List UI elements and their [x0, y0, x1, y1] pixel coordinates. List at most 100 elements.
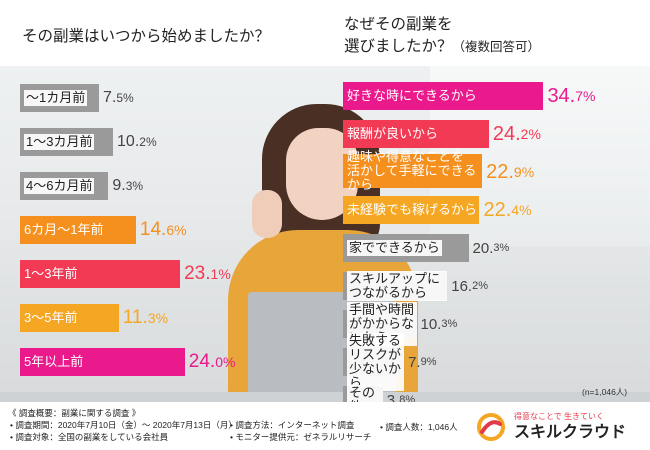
- value-part: 3: [493, 242, 500, 254]
- value-part: %: [521, 164, 535, 180]
- value-label: 24. 2%: [493, 120, 541, 148]
- bar: 4〜6カ月前: [20, 172, 109, 200]
- bar: 〜1カ月前: [20, 84, 99, 112]
- bar-label: 手間や時間がかからないから: [347, 302, 417, 346]
- value-label: 16. 2%: [451, 272, 488, 300]
- value-part: %: [478, 280, 488, 292]
- value-label: 10. 2%: [117, 128, 157, 156]
- desk: [0, 392, 650, 402]
- value-part: 0: [215, 354, 224, 370]
- bar-label: 未経験でも稼げるから: [347, 202, 478, 217]
- bar: 未経験でも稼げるから: [343, 196, 480, 224]
- value-part: 9: [420, 356, 427, 368]
- bar: 報酬が良いから: [343, 120, 489, 148]
- bar-label: 失敗するリスクが少ないから: [347, 333, 405, 391]
- value-part: 3: [147, 310, 156, 326]
- value-part: 22.: [483, 198, 512, 221]
- bar: 5年以上前: [20, 348, 185, 376]
- bar: 3〜5年前: [20, 304, 119, 332]
- value-part: %: [218, 266, 231, 282]
- value-label: 22. 9%: [486, 158, 534, 186]
- value-label: 7. 9%: [408, 348, 436, 376]
- value-part: 6: [166, 222, 175, 238]
- value-part: 23.: [184, 263, 211, 284]
- value-part: %: [174, 222, 187, 238]
- value-part: 2: [472, 280, 479, 292]
- chart-1-title: その副業はいつから始めましたか？: [22, 28, 271, 45]
- bar-label: 1〜3カ月前: [24, 134, 95, 150]
- bar: スキルアップにつながるから: [343, 271, 448, 301]
- logo-name: スキルクラウド: [514, 424, 627, 441]
- value-part: %: [447, 318, 458, 330]
- footer-count: • 調査人数：1,046人: [380, 422, 458, 432]
- bar-label: 〜1カ月前: [24, 90, 88, 106]
- value-label: 10. 3%: [421, 310, 458, 338]
- value-part: 7.: [408, 353, 421, 371]
- value-part: %: [123, 91, 134, 105]
- sample-size-note: (n=1,046人): [582, 387, 628, 397]
- value-part: 3: [441, 318, 448, 330]
- value-part: 11.: [122, 307, 148, 328]
- bar-label: 報酬が良いから: [347, 126, 439, 141]
- value-part: %: [155, 310, 169, 326]
- value-part: 34.: [547, 84, 576, 107]
- value-part: %: [223, 354, 236, 370]
- value-part: 4: [511, 202, 520, 218]
- chart-2-title-text: なぜその副業を 選びましたか？: [344, 16, 453, 55]
- value-part: %: [583, 88, 596, 104]
- value-part: 9: [513, 164, 522, 180]
- bar-label: 3〜5年前: [24, 310, 78, 325]
- bar: 好きな時にできるから: [343, 82, 544, 110]
- value-part: 2: [139, 135, 146, 149]
- value-part: %: [519, 202, 532, 218]
- bar-label: 6カ月〜1年前: [24, 222, 104, 237]
- bar: 6カ月〜1年前: [20, 216, 136, 244]
- value-part: 3: [125, 179, 133, 193]
- value-part: 24.: [188, 351, 216, 372]
- bar-label: 趣味や得意なことを 活かして手軽にできるから: [347, 149, 477, 192]
- value-part: %: [132, 179, 144, 193]
- value-part: 22.: [486, 160, 514, 183]
- value-part: 5: [116, 91, 124, 105]
- value-part: %: [405, 394, 416, 406]
- footer-target: • 調査対象：全国の副業をしている会社員: [10, 432, 169, 442]
- value-part: 20.: [472, 239, 494, 257]
- value-label: 14. 6%: [140, 216, 187, 244]
- value-part: 10.: [117, 133, 140, 150]
- footer-period: • 調査期間：2020年7月10日（金）〜 2020年7月13日（月）: [10, 420, 237, 430]
- value-part: %: [426, 356, 437, 368]
- survey-footer: 《 調査概要：副業に関する調査 》 • 調査期間：2020年7月10日（金）〜 …: [0, 402, 650, 450]
- value-part: 14.: [139, 219, 167, 240]
- value-part: 1: [210, 266, 219, 282]
- bar: 家でできるから: [343, 234, 469, 262]
- bar: 趣味や得意なことを 活かして手軽にできるから: [343, 150, 483, 192]
- value-part: %: [145, 135, 157, 149]
- value-label: 23. 1%: [184, 260, 231, 288]
- value-label: 11. 3%: [123, 304, 168, 332]
- logo-tagline: 得意なことで 生きていく: [514, 412, 604, 421]
- person-hand: [252, 190, 282, 238]
- bar-label: 1〜3年前: [24, 266, 78, 281]
- value-part: %: [499, 242, 510, 254]
- bar: 1〜3カ月前: [20, 128, 114, 156]
- footer-provider: • モニター提供元：ゼネラルリサーチ: [230, 432, 372, 442]
- value-part: 24.: [492, 122, 521, 145]
- value-part: 2: [520, 126, 529, 142]
- footer-method: • 調査方法：インターネット調査: [230, 420, 355, 430]
- bar: 1〜3年前: [20, 260, 181, 288]
- brand-logo: 得意なことで 生きていく スキルクラウド: [470, 408, 646, 446]
- value-label: 20. 3%: [473, 234, 510, 262]
- value-part: 10.: [420, 315, 442, 333]
- bar-label: 4〜6カ月前: [24, 178, 95, 194]
- chart-2-title: なぜその副業を 選びましたか？（複数回答可）: [344, 14, 540, 58]
- value-part: 7.: [103, 89, 117, 106]
- value-part: 16.: [451, 277, 473, 295]
- value-part: 8: [399, 394, 406, 406]
- footer-title: 《 調査概要：副業に関する調査 》: [8, 408, 141, 418]
- value-part: 9.: [112, 177, 126, 194]
- bar-label: スキルアップにつながるから: [347, 271, 448, 301]
- bar: 手間や時間がかからないから: [343, 302, 417, 346]
- bar-label: 好きな時にできるから: [347, 88, 477, 103]
- bar-label: 家でできるから: [347, 240, 442, 256]
